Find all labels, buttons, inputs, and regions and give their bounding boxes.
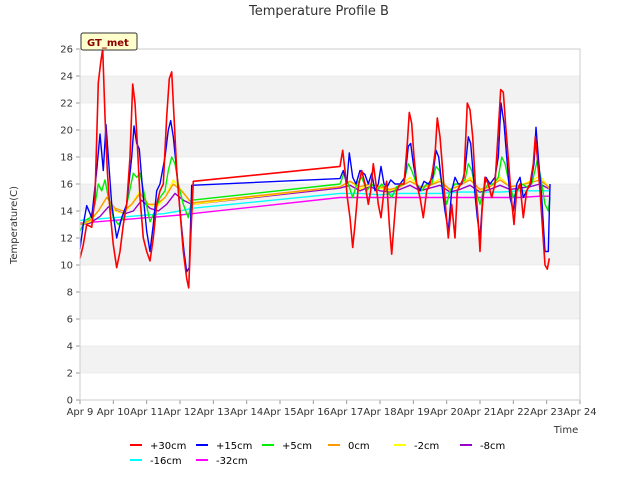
x-axis-ticks: Apr 9 Apr 10 Apr 11 Apr 12 Apr 13 Apr 14 Apr 1… — [67, 400, 597, 418]
x-tick-label: Apr 14 — [230, 407, 263, 418]
y-tick-label: 20 — [60, 126, 73, 137]
y-tick-label: 12 — [60, 234, 73, 245]
legend-label: +5cm — [282, 441, 312, 452]
grid-band — [80, 292, 580, 319]
x-tick-label: Apr 9 — [67, 407, 94, 418]
x-tick-label: Apr 11 — [130, 407, 163, 418]
x-tick-label: Apr 21 — [463, 407, 496, 418]
y-tick-label: 2 — [67, 369, 73, 380]
series-line-5cm — [79, 156, 551, 232]
y-tick-label: 4 — [67, 342, 73, 353]
y-tick-label: 18 — [60, 153, 73, 164]
x-tick-label: Apr 22 — [497, 407, 530, 418]
plot-frame — [79, 48, 581, 401]
series-line-15cm — [79, 102, 551, 273]
y-axis-title: Temperature(C) — [9, 186, 20, 265]
y-tick-label: 10 — [60, 261, 73, 272]
y-tick-label: 0 — [67, 396, 73, 407]
x-tick-label: Apr 13 — [197, 407, 230, 418]
legend-label: -32cm — [216, 456, 248, 467]
x-tick-label: Apr 19 — [397, 407, 430, 418]
y-tick-label: 6 — [67, 315, 73, 326]
gt-met-badge: GT_met — [80, 32, 138, 51]
grid-band — [80, 49, 580, 76]
badge-box — [80, 32, 138, 51]
y-tick-label: 26 — [60, 45, 73, 56]
series-line-30cm — [79, 48, 551, 289]
legend-label: -2cm — [414, 441, 439, 452]
x-tick-label: Apr 20 — [430, 407, 463, 418]
grid-band — [80, 103, 580, 130]
badge-label: GT_met — [87, 38, 129, 49]
legend-label: +30cm — [150, 441, 186, 452]
y-tick-label: 16 — [60, 180, 73, 191]
grid-band — [80, 265, 580, 292]
grid-band — [80, 319, 580, 346]
x-tick-label: Apr 24 — [563, 407, 596, 418]
grid-band — [80, 157, 580, 184]
x-tick-label: Apr 18 — [363, 407, 396, 418]
series-line-0cm — [79, 179, 551, 226]
legend-label: 0cm — [348, 441, 370, 452]
grid-band — [80, 238, 580, 265]
grid-band — [80, 211, 580, 238]
x-tick-label: Apr 17 — [330, 407, 363, 418]
y-tick-label: 8 — [67, 288, 73, 299]
x-tick-label: Apr 10 — [97, 407, 130, 418]
chart-title: Temperature Profile B — [248, 4, 389, 19]
x-tick-label: Apr 23 — [530, 407, 563, 418]
x-tick-label: Apr 12 — [163, 407, 196, 418]
x-axis-title: Time — [553, 425, 578, 436]
grid-band — [80, 76, 580, 103]
legend-label: -8cm — [480, 441, 505, 452]
grid-band — [80, 346, 580, 373]
grid-band — [80, 373, 580, 400]
x-tick-label: Apr 16 — [297, 407, 330, 418]
y-tick-label: 24 — [60, 72, 73, 83]
legend-label: -16cm — [150, 456, 182, 467]
legend: +30cm +15cm +5cm 0cm -2cm -8cm -16cm -32cm — [130, 441, 505, 467]
y-tick-label: 14 — [60, 207, 73, 218]
y-tick-label: 22 — [60, 99, 73, 110]
series-lines — [79, 48, 551, 289]
x-tick-label: Apr 15 — [263, 407, 296, 418]
legend-label: +15cm — [216, 441, 252, 452]
